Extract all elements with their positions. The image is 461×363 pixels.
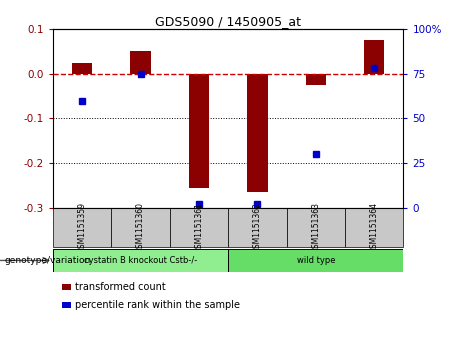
Text: GSM1151363: GSM1151363	[311, 202, 320, 253]
Bar	[112, 208, 170, 247]
Bar	[53, 208, 112, 247]
Bar	[72, 62, 92, 74]
Bar	[364, 40, 384, 74]
Bar	[287, 208, 345, 247]
Text: GSM1151360: GSM1151360	[136, 202, 145, 253]
Text: cystatin B knockout Cstb-/-: cystatin B knockout Cstb-/-	[84, 256, 197, 265]
Bar	[53, 249, 228, 272]
Bar	[228, 208, 287, 247]
Text: percentile rank within the sample: percentile rank within the sample	[75, 300, 240, 310]
Text: wild type: wild type	[296, 256, 335, 265]
Bar	[345, 208, 403, 247]
Text: GSM1151359: GSM1151359	[78, 202, 87, 253]
Text: genotype/variation: genotype/variation	[5, 256, 91, 265]
Text: GSM1151362: GSM1151362	[253, 202, 262, 253]
Bar	[189, 74, 209, 188]
Bar	[130, 52, 151, 74]
Text: transformed count: transformed count	[75, 282, 166, 292]
Title: GDS5090 / 1450905_at: GDS5090 / 1450905_at	[155, 15, 301, 28]
Bar	[170, 208, 228, 247]
Bar	[228, 249, 403, 272]
Text: GSM1151361: GSM1151361	[195, 202, 203, 253]
Bar	[247, 74, 267, 192]
Bar	[306, 74, 326, 85]
Text: GSM1151364: GSM1151364	[370, 202, 378, 253]
